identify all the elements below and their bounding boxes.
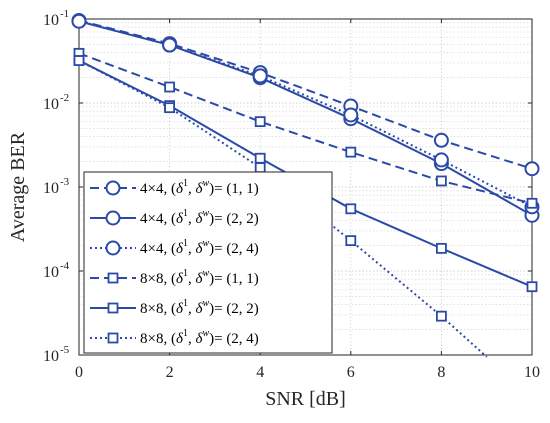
- y-tick-exponent: -2: [60, 92, 69, 104]
- series-lines: [71, 12, 540, 358]
- y-tick-exponent: -3: [60, 176, 70, 188]
- legend-entry-1: 4×4, (δ1, δw)= (1, 1): [90, 178, 259, 197]
- data-point-marker: [433, 132, 449, 148]
- series-6: [73, 55, 488, 358]
- x-tick-label: 4: [256, 364, 264, 381]
- series-4: [73, 47, 538, 209]
- x-tick-label: 8: [437, 364, 445, 381]
- data-point-marker: [254, 116, 266, 128]
- data-point-marker: [345, 235, 357, 247]
- legend-marker: [105, 210, 121, 226]
- data-point-marker: [345, 146, 357, 158]
- data-point-marker: [252, 68, 268, 84]
- data-point-marker: [73, 55, 85, 66]
- legend-entry-2: 4×4, (δ1, δw)= (2, 2): [90, 208, 259, 227]
- legend-entry-4: 8×8, (δ1, δw)= (1, 1): [90, 268, 259, 287]
- legend: 4×4, (δ1, δw)= (1, 1) 4×4, (δ1, δw)= (2, …: [83, 171, 333, 354]
- data-point-marker: [164, 81, 176, 93]
- legend-entry-3: 4×4, (δ1, δw)= (2, 4): [90, 238, 259, 257]
- y-tick-label: 10: [43, 12, 59, 29]
- data-point-marker: [524, 161, 540, 177]
- series-line: [78, 59, 488, 358]
- x-tick-label: 6: [347, 364, 355, 381]
- y-tick-label: 10: [43, 348, 59, 365]
- legend-label: 4×4, (δ1, δw)= (2, 4): [140, 238, 259, 257]
- data-point-marker: [254, 162, 266, 174]
- series-line: [78, 20, 533, 208]
- data-point-marker: [162, 37, 178, 53]
- series-line: [78, 52, 533, 205]
- legend-box: [83, 171, 333, 354]
- legend-label: 4×4, (δ1, δw)= (1, 1): [140, 178, 259, 197]
- legend-label: 4×4, (δ1, δw)= (2, 2): [140, 208, 259, 227]
- data-point-marker: [71, 13, 87, 29]
- legend-marker: [105, 240, 121, 256]
- y-tick-label: 10: [43, 180, 59, 197]
- legend-label: 8×8, (δ1, δw)= (1, 1): [140, 268, 259, 287]
- y-tick-exponent: -4: [60, 260, 70, 272]
- x-tick-label: 0: [75, 364, 83, 381]
- legend-marker: [107, 302, 119, 314]
- legend-marker: [107, 272, 119, 284]
- series-line: [78, 19, 533, 170]
- data-point-marker: [254, 152, 266, 164]
- x-tick-label: 2: [166, 364, 174, 381]
- y-tick-exponent: -5: [60, 344, 70, 356]
- data-point-marker: [435, 310, 447, 322]
- legend-entry-6: 8×8, (δ1, δw)= (2, 4): [90, 328, 259, 347]
- x-tick-label: 10: [524, 364, 540, 381]
- y-tick-label: 10: [43, 96, 59, 113]
- data-point-marker: [343, 107, 359, 123]
- y-axis-title: Average BER: [7, 131, 29, 242]
- legend-label: 8×8, (δ1, δw)= (2, 2): [140, 298, 259, 317]
- x-axis-title: SNR [dB]: [265, 388, 346, 410]
- legend-marker: [107, 332, 119, 344]
- y-tick-label: 10: [43, 264, 59, 281]
- data-point-marker: [435, 242, 447, 254]
- legend-marker: [105, 180, 121, 196]
- legend-label: 8×8, (δ1, δw)= (2, 4): [140, 328, 259, 347]
- data-point-marker: [526, 281, 538, 293]
- data-point-marker: [526, 197, 538, 209]
- y-tick-exponent: -1: [60, 8, 69, 20]
- data-point-marker: [164, 102, 176, 114]
- data-point-marker: [345, 203, 357, 215]
- legend-entry-5: 8×8, (δ1, δw)= (2, 2): [90, 298, 259, 317]
- data-point-marker: [433, 152, 449, 168]
- series-line: [78, 20, 533, 217]
- data-point-marker: [435, 175, 447, 187]
